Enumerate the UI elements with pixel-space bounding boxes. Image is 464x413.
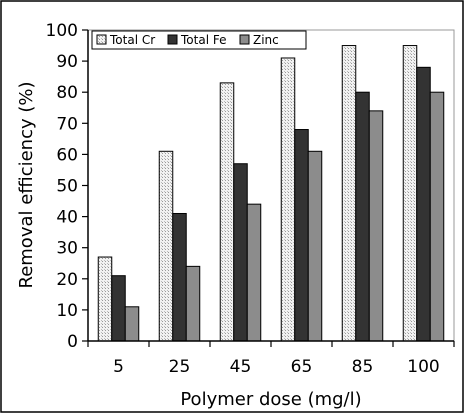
- bar-zinc-45: [246, 203, 262, 342]
- y-tick-label-10: 10: [56, 301, 78, 321]
- bars-layer: [97, 45, 445, 342]
- y-ticks-layer: 0 10 20 30 40 50 60 70 80 90 100: [46, 21, 88, 352]
- bar-total-fe-100: [416, 66, 431, 342]
- bar-total-cr-45: [219, 82, 235, 342]
- x-axis-label: Polymer dose (mg/l): [180, 389, 361, 410]
- y-tick-label-90: 90: [56, 52, 78, 72]
- bar-total-fe-45: [233, 163, 248, 342]
- y-tick-label-80: 80: [56, 83, 78, 103]
- y-tick-label-0: 0: [67, 332, 78, 352]
- legend-label-total-cr: Total Cr: [109, 33, 155, 47]
- bar-zinc-100: [429, 91, 445, 342]
- x-tick-label-65: 65: [291, 357, 313, 377]
- x-tick-label-45: 45: [230, 357, 252, 377]
- y-tick-label-60: 60: [56, 145, 78, 165]
- y-tick-label-40: 40: [56, 208, 78, 228]
- bar-total-cr-5: [97, 256, 113, 342]
- bar-total-cr-100: [402, 45, 418, 342]
- legend-items: Total Cr Total Fe Zinc: [96, 33, 279, 47]
- bar-total-fe-25: [172, 212, 187, 342]
- x-ticks-layer: 5 25 45 65 85 100: [87, 341, 455, 377]
- legend: Total Cr Total Fe Zinc: [91, 30, 307, 50]
- legend-swatch-total-cr: [96, 34, 107, 45]
- bar-zinc-65: [307, 150, 323, 342]
- bar-zinc-85: [368, 110, 384, 342]
- bar-total-cr-25: [158, 150, 174, 342]
- x-tick-label-5: 5: [113, 357, 124, 377]
- y-tick-label-20: 20: [56, 270, 78, 290]
- y-tick-label-50: 50: [56, 177, 78, 197]
- y-tick-label-100: 100: [46, 21, 78, 41]
- legend-box: [91, 30, 307, 50]
- legend-label-zinc: Zinc: [253, 33, 279, 47]
- bar-total-cr-65: [280, 57, 296, 342]
- bar-total-fe-5: [111, 275, 126, 342]
- legend-label-total-fe: Total Fe: [180, 33, 226, 47]
- y-axis-label: Removal efficiency (%): [16, 82, 37, 289]
- legend-swatch-zinc: [239, 34, 250, 45]
- bar-total-fe-85: [355, 91, 370, 342]
- x-tick-label-85: 85: [352, 357, 374, 377]
- x-tick-label-100: 100: [407, 357, 439, 377]
- bar-zinc-25: [185, 265, 201, 342]
- x-tick-label-25: 25: [169, 357, 191, 377]
- legend-swatch-total-fe: [167, 34, 178, 45]
- bar-total-fe-65: [294, 129, 309, 342]
- bar-zinc-5: [124, 306, 140, 342]
- y-tick-label-30: 30: [56, 239, 78, 259]
- bar-total-cr-85: [341, 45, 357, 342]
- y-tick-label-70: 70: [56, 114, 78, 134]
